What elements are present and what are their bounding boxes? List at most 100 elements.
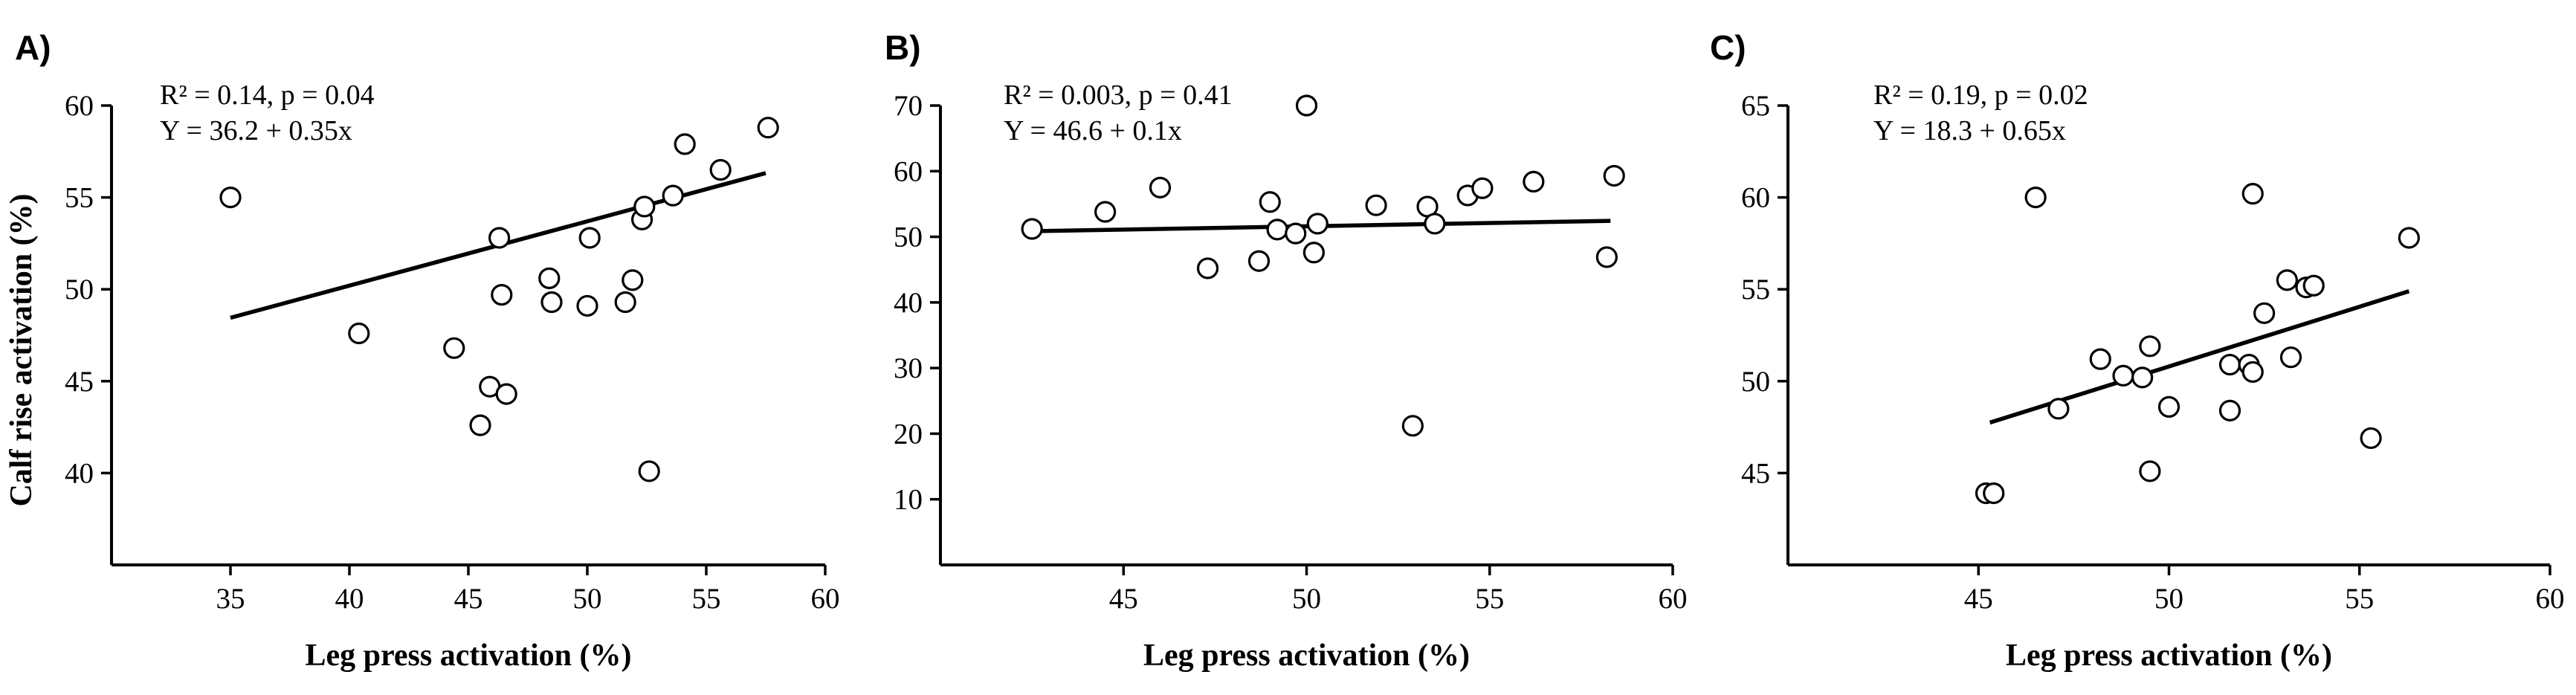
data-point	[2398, 227, 2420, 249]
data-point	[1259, 191, 1281, 213]
data-point	[2139, 335, 2161, 358]
data-point	[2139, 460, 2161, 482]
data-point	[2241, 183, 2264, 205]
data-point	[1365, 194, 1387, 216]
data-point	[757, 117, 779, 139]
data-point	[2047, 398, 2070, 420]
data-point	[2218, 399, 2241, 421]
data-point	[1196, 257, 1219, 279]
data-point	[1295, 94, 1318, 117]
x-tick-label: 60	[811, 583, 840, 615]
data-point	[469, 414, 491, 436]
data-point	[1424, 213, 1446, 235]
data-point	[1523, 170, 1545, 193]
data-point	[2360, 427, 2382, 450]
panel-label: B)	[885, 28, 921, 67]
data-point	[1471, 177, 1494, 199]
y-tick-label: 70	[894, 90, 923, 122]
data-point	[662, 184, 684, 207]
y-axis-title: Calf rise activation (%)	[4, 193, 39, 506]
x-axis-title: Leg press activation (%)	[305, 639, 631, 673]
data-point	[443, 337, 465, 359]
data-point	[1401, 415, 1424, 437]
stats-r2-p: R² = 0.19, p = 0.02	[1873, 80, 2088, 111]
data-point	[638, 460, 660, 482]
data-point	[495, 383, 517, 405]
y-tick-label: 65	[1741, 90, 1770, 122]
data-point	[1306, 213, 1329, 235]
y-tick-label: 60	[1741, 182, 1770, 214]
x-tick-label: 45	[1964, 583, 1993, 615]
data-point	[540, 291, 563, 314]
x-tick-label: 60	[1659, 583, 1688, 615]
x-tick-label: 35	[216, 583, 245, 615]
y-tick-label: 50	[1741, 366, 1770, 398]
x-tick-label: 40	[335, 583, 364, 615]
y-tick-label: 20	[894, 418, 923, 450]
stats-r2-p: R² = 0.14, p = 0.04	[160, 80, 375, 111]
x-tick-label: 45	[454, 583, 483, 615]
chart-panel-2: B) 10 20 30 40 50 60 70 45 50 55 60 Leg press activa…	[885, 28, 1688, 673]
data-point	[2302, 274, 2325, 297]
data-point	[219, 187, 242, 209]
data-point	[674, 133, 696, 155]
data-point	[491, 284, 513, 306]
data-point	[1595, 246, 1618, 268]
data-point	[2157, 395, 2180, 418]
x-tick-label: 45	[1109, 583, 1138, 615]
y-tick-label: 50	[65, 274, 94, 306]
data-point	[633, 195, 656, 218]
y-tick-label: 55	[1741, 274, 1770, 306]
data-point	[2276, 269, 2298, 291]
data-point	[488, 227, 511, 249]
x-tick-label: 55	[1475, 583, 1504, 615]
data-point	[2241, 361, 2264, 384]
data-point	[576, 294, 598, 317]
y-tick-label: 40	[894, 287, 923, 319]
data-point	[2131, 366, 2154, 389]
y-tick-label: 45	[1741, 457, 1770, 489]
chart-panel-3: C) 45 50 55 60 65 45 50 55 60 Leg press activation…	[1710, 28, 2565, 673]
data-point	[578, 227, 601, 249]
x-tick-label: 50	[573, 583, 602, 615]
panel-label: A)	[15, 28, 51, 67]
y-tick-label: 60	[65, 90, 94, 122]
x-tick-label: 50	[1292, 583, 1321, 615]
y-tick-label: 30	[894, 352, 923, 384]
x-tick-label: 60	[2536, 583, 2565, 615]
data-point	[1302, 242, 1325, 264]
stats-r2-p: R² = 0.003, p = 0.41	[1004, 80, 1233, 111]
chart-panel-1: A) 40 45 50 55 60 35 40 45 50 55 60 Leg press activa…	[4, 28, 840, 673]
data-point	[1094, 201, 1117, 223]
data-point	[2279, 346, 2302, 369]
y-tick-label: 40	[65, 457, 94, 489]
data-point	[622, 269, 644, 291]
data-point	[2112, 364, 2134, 387]
stats-equation: Y = 46.6 + 0.1x	[1004, 115, 1182, 146]
stats-equation: Y = 18.3 + 0.65x	[1873, 115, 2066, 146]
stats-equation: Y = 36.2 + 0.35x	[160, 115, 352, 146]
data-point	[348, 322, 370, 345]
x-tick-label: 55	[2345, 583, 2374, 615]
y-tick-label: 55	[65, 182, 94, 214]
data-point	[1603, 164, 1625, 187]
data-point	[2253, 302, 2276, 324]
panel-label: C)	[1710, 28, 1746, 67]
data-point	[538, 267, 561, 289]
data-point	[709, 158, 732, 181]
data-point	[614, 291, 636, 314]
data-point	[2024, 187, 2047, 209]
data-point	[1983, 482, 2005, 505]
y-tick-label: 45	[65, 366, 94, 398]
x-tick-label: 55	[692, 583, 721, 615]
data-point	[1021, 218, 1043, 240]
y-tick-label: 10	[894, 484, 923, 516]
data-point	[1285, 222, 1307, 245]
data-point	[1149, 176, 1172, 198]
data-point	[2089, 348, 2111, 370]
y-tick-label: 60	[894, 155, 923, 187]
x-axis-title: Leg press activation (%)	[2006, 639, 2332, 673]
x-axis-title: Leg press activation (%)	[1143, 639, 1470, 673]
x-tick-label: 50	[2154, 583, 2183, 615]
